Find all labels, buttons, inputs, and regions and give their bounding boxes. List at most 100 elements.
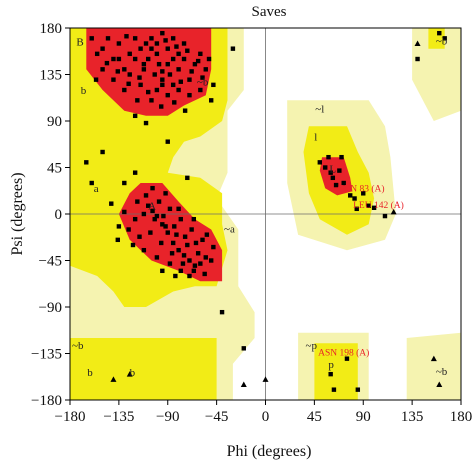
data-point-square (159, 240, 164, 246)
data-point-square (154, 41, 160, 46)
data-point-square (182, 108, 188, 113)
data-point-square (146, 89, 151, 95)
data-point-square (165, 139, 170, 144)
y-tick-label: 135 (40, 68, 63, 84)
data-point-square (181, 253, 187, 258)
data-point-square (187, 92, 192, 98)
data-point-square (116, 41, 122, 46)
residue-annotation: GLN 83 (A) (338, 183, 385, 194)
data-point-square (181, 56, 187, 62)
data-point-square (160, 30, 165, 36)
data-point-triangle (390, 208, 397, 215)
region-label: ~b (436, 35, 448, 47)
y-tick-label: 180 (40, 21, 63, 37)
data-point-square (208, 258, 214, 263)
data-point-square (170, 82, 176, 88)
x-tick-label: −45 (205, 409, 228, 425)
data-point-square (154, 255, 160, 260)
region-core-left-handed (319, 157, 353, 196)
data-point-square (203, 255, 208, 260)
data-point-square (178, 79, 183, 84)
data-point-square (344, 356, 350, 361)
y-tick-label: 45 (47, 161, 62, 177)
data-point-square (317, 160, 323, 165)
data-point-square (200, 75, 205, 80)
region-label: L (329, 164, 336, 176)
y-tick-label: −135 (31, 347, 62, 363)
x-axis-label: Phi (degrees) (227, 443, 312, 460)
chart-title: Saves (252, 4, 287, 20)
data-point-square (132, 56, 138, 62)
data-point-square (191, 216, 197, 222)
x-tick-labels: −180 −135 −90 −45 0 45 90 135 180 (55, 409, 473, 425)
data-point-square (165, 61, 170, 67)
region-label: ~b (436, 366, 448, 378)
data-point-square (135, 199, 140, 204)
data-point-square (202, 271, 207, 277)
data-point-triangle (110, 376, 117, 382)
data-point-square (93, 77, 99, 82)
x-tick-label: −90 (156, 409, 179, 425)
y-tick-label: 0 (55, 207, 63, 223)
data-point-square (172, 224, 177, 229)
data-point-triangle (126, 371, 133, 377)
data-point-square (366, 203, 371, 208)
data-point-square (191, 268, 197, 274)
data-point-square (331, 387, 337, 392)
data-point-triangle (430, 355, 437, 362)
data-point-square (152, 72, 157, 77)
data-point-square (149, 98, 154, 103)
data-point-square (138, 82, 143, 88)
data-point-square (154, 87, 160, 93)
data-point-square (89, 36, 94, 41)
axes (65, 27, 462, 405)
data-point-square (149, 46, 154, 51)
data-point-square (100, 67, 105, 72)
data-point-square (355, 387, 361, 392)
data-point-square (122, 180, 127, 186)
data-point-square (152, 216, 157, 222)
data-point-square (167, 72, 173, 77)
data-point-square (122, 87, 127, 93)
data-point-square (178, 268, 183, 274)
y-tick-label: 90 (47, 114, 62, 130)
data-point-square (170, 240, 176, 246)
data-point-square (115, 69, 120, 74)
data-point-square (109, 201, 114, 206)
data-point-square (127, 51, 132, 57)
data-point-triangle (436, 381, 443, 387)
data-point-square (415, 56, 420, 62)
residue-annotation: LEU 142 (A) (353, 200, 404, 211)
data-point-square (328, 371, 333, 377)
data-point-square (187, 258, 192, 263)
region-label: A (148, 201, 156, 213)
region-label: p (328, 359, 334, 371)
residue-annotations: GLN 83 (A) LEU 142 (A) ASN 198 (A) (318, 183, 404, 358)
data-point-square (127, 72, 132, 77)
region-label: b (130, 367, 136, 379)
data-point-square (176, 206, 181, 212)
data-point-square (146, 56, 151, 62)
data-point-square (182, 234, 188, 239)
data-point-square (116, 224, 122, 229)
data-point-square (150, 185, 155, 191)
x-tick-label: 0 (262, 409, 270, 425)
y-tick-label: −45 (39, 254, 62, 270)
data-point-square (132, 113, 138, 119)
data-point-square (135, 98, 140, 103)
data-point-square (150, 208, 155, 214)
region-label: b (81, 85, 87, 97)
data-point-triangle (262, 376, 269, 382)
region-allowed-beta-bottom (70, 338, 217, 400)
data-point-square (89, 180, 94, 186)
data-point-square (104, 60, 110, 66)
x-tick-label: 45 (307, 409, 322, 425)
data-point-square (172, 100, 177, 105)
region-label: l (314, 132, 317, 144)
data-point-square (100, 46, 105, 51)
data-point-square (348, 193, 353, 198)
data-point-square (165, 230, 170, 235)
data-point-square (111, 77, 116, 82)
x-tick-label: 135 (401, 409, 424, 425)
data-point-square (185, 242, 190, 248)
